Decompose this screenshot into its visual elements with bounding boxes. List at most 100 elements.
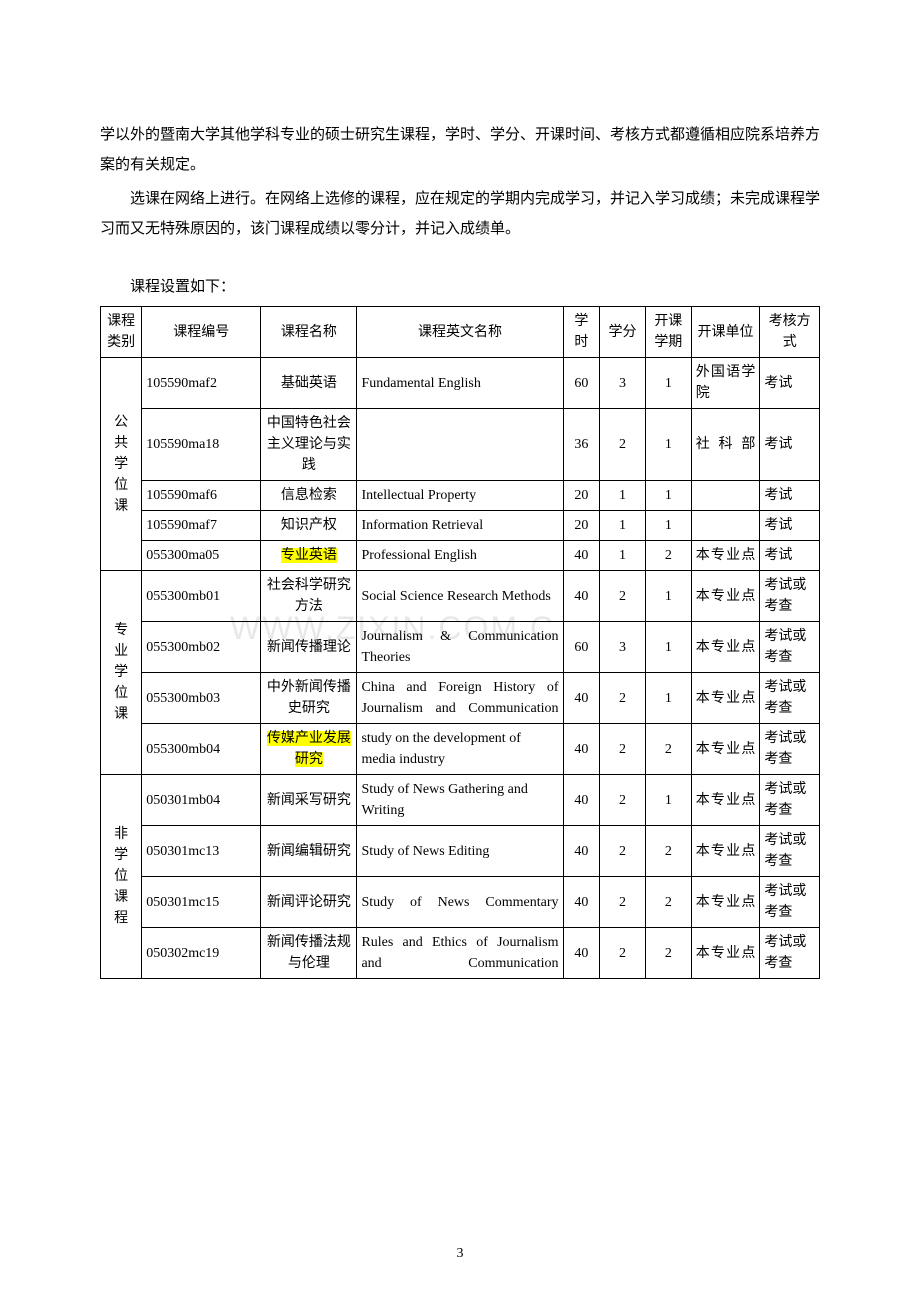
cell-assess: 考试或考查 (760, 724, 820, 775)
cell-english: Rules and Ethics of Journalism and Commu… (357, 928, 563, 979)
cell-hours: 40 (563, 541, 600, 571)
cell-name: 新闻采写研究 (261, 775, 357, 826)
cell-code: 050301mc15 (142, 877, 261, 928)
cell-assess: 考试或考查 (760, 877, 820, 928)
cell-english: Study of News Gathering and Writing (357, 775, 563, 826)
cell-code: 050301mc13 (142, 826, 261, 877)
cell-dept: 本专业点 (691, 541, 760, 571)
cell-credits: 2 (600, 928, 646, 979)
cell-code: 055300mb01 (142, 571, 261, 622)
cell-semester: 1 (645, 481, 691, 511)
cell-code: 105590maf7 (142, 511, 261, 541)
table-row: 055300mb03中外新闻传播史研究China and Foreign His… (101, 673, 820, 724)
cell-english: study on the development of media indust… (357, 724, 563, 775)
cell-code: 055300ma05 (142, 541, 261, 571)
th-credits: 学分 (600, 307, 646, 358)
cell-hours: 40 (563, 571, 600, 622)
cell-hours: 60 (563, 622, 600, 673)
cell-dept: 本专业点 (691, 928, 760, 979)
table-row: 105590maf7知识产权Information Retrieval2011考… (101, 511, 820, 541)
cell-name: 专业英语 (261, 541, 357, 571)
th-dept: 开课单位 (691, 307, 760, 358)
cell-semester: 1 (645, 511, 691, 541)
cell-semester: 2 (645, 724, 691, 775)
cell-assess: 考试 (760, 481, 820, 511)
cell-dept: 本专业点 (691, 775, 760, 826)
th-category: 课程类别 (101, 307, 142, 358)
cell-assess: 考试或考查 (760, 622, 820, 673)
cell-dept: 外国语学院 (691, 358, 760, 409)
cell-name: 知识产权 (261, 511, 357, 541)
cell-code: 050301mb04 (142, 775, 261, 826)
cell-name: 中国特色社会主义理论与实践 (261, 409, 357, 481)
cell-english: Fundamental English (357, 358, 563, 409)
cell-name: 信息检索 (261, 481, 357, 511)
cell-code: 105590maf2 (142, 358, 261, 409)
cell-semester: 1 (645, 409, 691, 481)
cell-semester: 1 (645, 358, 691, 409)
cell-name: 社会科学研究方法 (261, 571, 357, 622)
cell-semester: 1 (645, 775, 691, 826)
cell-english: Intellectual Property (357, 481, 563, 511)
cell-credits: 2 (600, 673, 646, 724)
th-hours: 学时 (563, 307, 600, 358)
cell-code: 055300mb03 (142, 673, 261, 724)
cell-english: China and Foreign History of Journalism … (357, 673, 563, 724)
cell-hours: 40 (563, 673, 600, 724)
cell-english: Professional English (357, 541, 563, 571)
cell-assess: 考试 (760, 409, 820, 481)
cell-hours: 20 (563, 511, 600, 541)
cell-semester: 1 (645, 571, 691, 622)
cell-assess: 考试 (760, 511, 820, 541)
th-code: 课程编号 (142, 307, 261, 358)
cell-assess: 考试 (760, 541, 820, 571)
table-row: 105590maf6信息检索Intellectual Property2011考… (101, 481, 820, 511)
th-assess: 考核方式 (760, 307, 820, 358)
table-row: 050301mc13新闻编辑研究Study of News Editing402… (101, 826, 820, 877)
cell-dept: 本专业点 (691, 877, 760, 928)
cell-english: Study of News Commentary (357, 877, 563, 928)
cell-credits: 2 (600, 571, 646, 622)
cell-hours: 60 (563, 358, 600, 409)
course-table: 课程类别 课程编号 课程名称 课程英文名称 学时 学分 开课学期 开课单位 考核… (100, 306, 820, 979)
cell-credits: 3 (600, 622, 646, 673)
cell-name: 新闻编辑研究 (261, 826, 357, 877)
cell-hours: 40 (563, 775, 600, 826)
cell-name: 新闻传播理论 (261, 622, 357, 673)
table-row: 050301mc15新闻评论研究Study of News Commentary… (101, 877, 820, 928)
cell-english: Social Science Research Methods (357, 571, 563, 622)
cell-assess: 考试或考查 (760, 571, 820, 622)
cell-assess: 考试或考查 (760, 928, 820, 979)
cell-credits: 2 (600, 409, 646, 481)
cell-code: 050302mc19 (142, 928, 261, 979)
paragraph-2: 选课在网络上进行。在网络上选修的课程，应在规定的学期内完成学习，并记入学习成绩；… (100, 184, 820, 244)
cell-credits: 2 (600, 877, 646, 928)
cell-english: Information Retrieval (357, 511, 563, 541)
cell-dept: 本专业点 (691, 571, 760, 622)
table-row: 非学位课程050301mb04新闻采写研究Study of News Gathe… (101, 775, 820, 826)
th-semester: 开课学期 (645, 307, 691, 358)
cell-name: 基础英语 (261, 358, 357, 409)
table-row: 公共学位课105590maf2基础英语Fundamental English60… (101, 358, 820, 409)
cell-dept: 本专业点 (691, 622, 760, 673)
cell-category: 公共学位课 (101, 358, 142, 571)
cell-name: 中外新闻传播史研究 (261, 673, 357, 724)
cell-code: 105590ma18 (142, 409, 261, 481)
th-name: 课程名称 (261, 307, 357, 358)
cell-dept: 本专业点 (691, 724, 760, 775)
cell-semester: 2 (645, 541, 691, 571)
cell-credits: 2 (600, 775, 646, 826)
cell-assess: 考试或考查 (760, 775, 820, 826)
cell-code: 055300mb02 (142, 622, 261, 673)
cell-credits: 1 (600, 481, 646, 511)
cell-category: 专业学位课 (101, 571, 142, 775)
cell-semester: 2 (645, 826, 691, 877)
th-english: 课程英文名称 (357, 307, 563, 358)
cell-english: Journalism & Communication Theories (357, 622, 563, 673)
page-number: 3 (0, 1246, 920, 1262)
cell-hours: 36 (563, 409, 600, 481)
cell-hours: 40 (563, 928, 600, 979)
cell-dept: 本专业点 (691, 673, 760, 724)
cell-hours: 40 (563, 724, 600, 775)
cell-credits: 3 (600, 358, 646, 409)
